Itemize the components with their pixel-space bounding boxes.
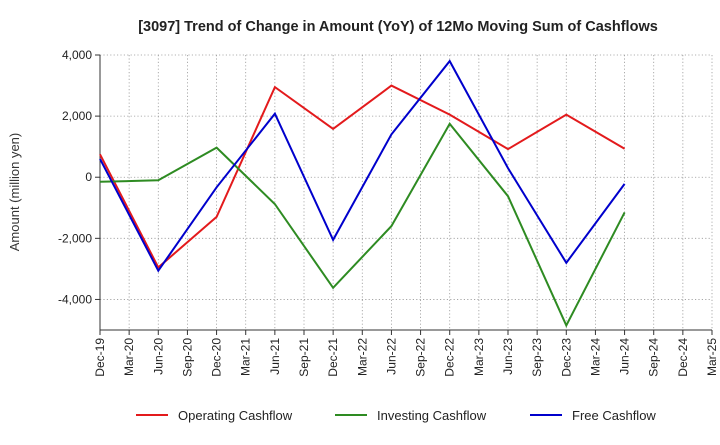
x-tick-label: Mar-25	[705, 338, 719, 376]
x-tick-label: Sep-22	[414, 338, 428, 377]
x-tick-label: Dec-22	[443, 338, 457, 377]
y-tick-label: -2,000	[58, 231, 92, 245]
x-tick-label: Dec-23	[559, 338, 573, 377]
x-tick-label: Sep-20	[180, 338, 194, 377]
y-tick-label: 2,000	[62, 109, 92, 123]
legend-label: Operating Cashflow	[178, 408, 293, 423]
x-tick-label: Dec-20	[210, 338, 224, 377]
x-tick-label: Jun-22	[384, 338, 398, 375]
legend: Operating Cashflow Investing Cashflow Free…	[136, 408, 656, 423]
x-tick-label: Mar-20	[122, 338, 136, 376]
x-tick-label: Dec-21	[326, 338, 340, 377]
y-tick-label: 0	[85, 170, 92, 184]
x-tick-label: Dec-19	[93, 338, 107, 377]
x-tick-label: Jun-23	[501, 338, 515, 375]
legend-label: Investing Cashflow	[377, 408, 487, 423]
x-tick-label: Mar-22	[355, 338, 369, 376]
x-tick-label: Jun-20	[151, 338, 165, 375]
x-tick-label: Sep-24	[647, 338, 661, 377]
series-line-operating-cashflow	[99, 84, 626, 269]
series-line-investing-cashflow	[99, 122, 626, 328]
x-tick-label: Mar-21	[239, 338, 253, 376]
x-tick-label: Dec-24	[676, 338, 690, 377]
x-tick-label: Jun-21	[268, 338, 282, 375]
series-line-free-cashflow	[99, 59, 626, 273]
y-axis-label: Amount (million yen)	[7, 133, 22, 252]
x-tick-label: Mar-23	[472, 338, 486, 376]
x-tick-label: Sep-23	[530, 338, 544, 377]
plot-area: -4,000 -2,000 0 2,000 4,000 Dec-19 Mar-20 Jun-2…	[58, 48, 719, 377]
x-tick-label: Mar-24	[588, 338, 602, 376]
x-tick-label: Jun-24	[618, 338, 632, 375]
legend-label: Free Cashflow	[572, 408, 656, 423]
chart-title: [3097] Trend of Change in Amount (YoY) o…	[138, 19, 658, 35]
y-tick-label: -4,000	[58, 292, 92, 306]
x-tick-label: Sep-21	[297, 338, 311, 377]
y-tick-label: 4,000	[62, 48, 92, 62]
